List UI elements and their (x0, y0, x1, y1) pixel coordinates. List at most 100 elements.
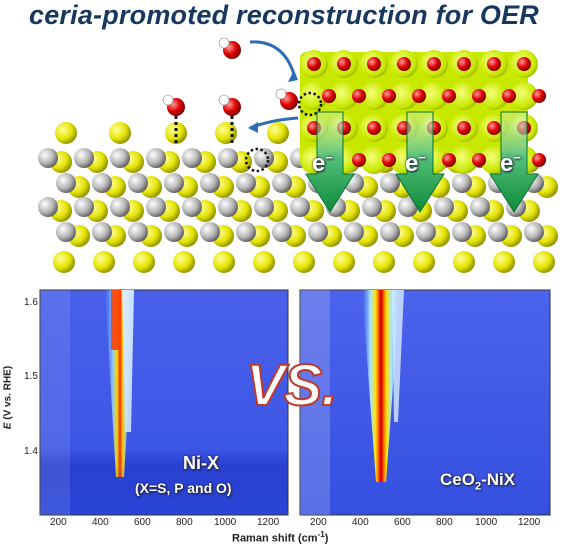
oxygen-atom (472, 89, 486, 103)
vacancy-circle-icon (297, 91, 323, 117)
adsorption-arrow-icon (249, 40, 297, 79)
nickel-atom (92, 222, 112, 242)
sulfur-atom (173, 251, 195, 273)
x-tick-left-1: 200 (50, 517, 67, 528)
nickel-atom (182, 197, 202, 217)
sulfur-atom (413, 251, 435, 273)
electron-arrows (248, 40, 539, 213)
x-tick-right-4: 800 (436, 517, 453, 528)
nickel-atom (218, 148, 238, 168)
raman-maps (39, 289, 551, 516)
cerium-atom (390, 82, 418, 110)
cerium-atom (360, 146, 388, 174)
oxygen-atom (322, 89, 336, 103)
electron-transfer-arrow-icon (489, 111, 539, 213)
oxygen-atom (307, 57, 321, 71)
electron-transfer-arrow-icon (395, 111, 445, 213)
y-tick-3: 1.4 (24, 446, 38, 457)
electron-label-2: e− (405, 150, 426, 177)
nickel-atom (164, 173, 184, 193)
nickel-atom (362, 197, 382, 217)
nickel-atom (254, 197, 274, 217)
figure-title: ceria-promoted reconstruction for OER (29, 0, 539, 30)
nickel-atom (344, 222, 364, 242)
y-tick-2: 1.5 (24, 371, 38, 382)
electron-transfer-arrow-icon (305, 111, 355, 213)
panel-left (39, 289, 289, 516)
arrowhead-icon (288, 70, 298, 82)
nickel-atom (182, 148, 202, 168)
nickel-atom (110, 148, 130, 168)
nickel-atom (110, 197, 130, 217)
nickel-atom (416, 222, 436, 242)
nickel-atom (272, 222, 292, 242)
cerium-atom (510, 82, 538, 110)
crystal-schematic (38, 37, 558, 273)
sulfur-atom (133, 251, 155, 273)
cerium-atom (480, 82, 508, 110)
nickel-atom (434, 197, 454, 217)
x-tick-left-4: 800 (176, 517, 193, 528)
water-molecule-3-hydrogen (218, 94, 230, 106)
nickel-atom (200, 222, 220, 242)
nickel-atom (56, 222, 76, 242)
cerium-atom (300, 82, 328, 110)
x-tick-left-2: 400 (92, 517, 109, 528)
panel-left-sublabel: (X=S, P and O) (135, 480, 232, 496)
nickel-atom (236, 173, 256, 193)
oxygen-atom (367, 121, 381, 135)
oxygen-atom (352, 153, 366, 167)
nickel-atom (488, 222, 508, 242)
oxygen-atom (532, 153, 546, 167)
y-axis-label: E (V vs. RHE) (2, 365, 14, 430)
x-tick-right-2: 400 (352, 517, 369, 528)
nickel-atom (74, 197, 94, 217)
cerium-atom (330, 82, 358, 110)
oxygen-atom (352, 89, 366, 103)
oxygen-atom (397, 57, 411, 71)
nickel-atom (308, 222, 328, 242)
oxygen-atom (442, 89, 456, 103)
x-axis-label: Raman shift (cm-1) (232, 530, 329, 545)
oxygen-atom (337, 57, 351, 71)
x-tick-left-6: 1200 (257, 517, 280, 528)
sulfur-atom (213, 251, 235, 273)
nickel-atom (164, 222, 184, 242)
nickel-atom (146, 197, 166, 217)
electron-label-3: e− (500, 150, 521, 177)
electron-label-1: e− (312, 150, 333, 177)
oxygen-atom (472, 153, 486, 167)
sulfur-atom (53, 251, 75, 273)
sulfur-atom (373, 251, 395, 273)
nickel-atom (200, 173, 220, 193)
nickel-atom (254, 148, 274, 168)
vacancy-circle-icon (244, 147, 270, 173)
nickel-atom (128, 222, 148, 242)
oxygen-atom (412, 89, 426, 103)
sulfur-atom (333, 251, 355, 273)
x-tick-right-1: 200 (310, 517, 327, 528)
sulfur-atom (533, 251, 555, 273)
water-molecule-4-hydrogen (275, 88, 287, 100)
cerium-atom (360, 82, 388, 110)
cerium-atom (450, 82, 478, 110)
x-tick-right-5: 1000 (475, 517, 498, 528)
oxygen-atom (517, 57, 531, 71)
nickel-atom (524, 222, 544, 242)
nickel-atom (380, 173, 400, 193)
nickel-atom (398, 197, 418, 217)
sulfur-atom (253, 251, 275, 273)
x-tick-right-3: 600 (394, 517, 411, 528)
oxygen-atom (427, 57, 441, 71)
nickel-atom (470, 197, 490, 217)
oxygen-atom (487, 57, 501, 71)
x-tick-right-6: 1200 (518, 517, 541, 528)
nickel-atom (38, 197, 58, 217)
cerium-atom (450, 146, 478, 174)
nickel-atom (272, 173, 292, 193)
sulfur-atom (215, 122, 237, 144)
nickel-atom (236, 222, 256, 242)
oxygen-atom (382, 89, 396, 103)
nickel-atom (92, 173, 112, 193)
